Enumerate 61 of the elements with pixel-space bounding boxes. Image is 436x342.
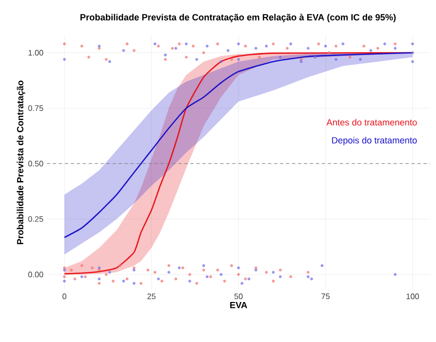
point [394, 46, 397, 50]
point [178, 266, 181, 270]
point [164, 54, 167, 56]
point [306, 46, 310, 50]
point [314, 56, 316, 59]
point [132, 268, 136, 272]
point [289, 42, 292, 46]
point [63, 280, 66, 283]
chart-title: Probabilidade Prevista de Contratação em Relação à EVA (com IC de 95%) [80, 14, 396, 22]
point [254, 268, 258, 272]
point [154, 42, 156, 46]
point [240, 282, 244, 285]
point [122, 49, 125, 52]
point [383, 42, 386, 46]
point [264, 44, 268, 48]
point [188, 280, 192, 283]
point [254, 46, 258, 50]
point [122, 280, 125, 283]
point [278, 56, 282, 59]
point [324, 44, 327, 48]
point [174, 46, 178, 50]
point [278, 275, 282, 278]
point [202, 264, 206, 268]
point [108, 270, 112, 274]
point [220, 273, 222, 276]
x-axis-title: EVA [230, 302, 248, 308]
point [157, 278, 160, 280]
point [248, 278, 250, 280]
text: Depois do tratamento [332, 136, 417, 146]
point [358, 58, 362, 61]
point [108, 60, 112, 63]
point [206, 44, 209, 48]
point [237, 42, 240, 46]
point [237, 266, 240, 270]
point [272, 270, 275, 274]
point [411, 51, 414, 54]
point [63, 268, 66, 272]
point [206, 275, 209, 278]
point [394, 273, 397, 276]
point [411, 60, 414, 63]
point [184, 42, 188, 46]
point [226, 49, 230, 52]
point [220, 60, 222, 63]
point [237, 58, 240, 61]
point [320, 264, 324, 268]
text: Antes do tratamenento [326, 118, 417, 126]
point [132, 282, 136, 285]
point [310, 278, 314, 280]
point [369, 49, 372, 52]
point [63, 58, 66, 61]
point [98, 266, 101, 270]
point [98, 278, 101, 280]
point [306, 275, 310, 278]
point [80, 275, 84, 278]
point [98, 44, 101, 48]
point [342, 42, 344, 46]
y-axis-title: Probabilidade Prevista de Contratação [16, 80, 26, 244]
point [411, 42, 414, 46]
point [167, 270, 170, 274]
point [195, 58, 198, 61]
point [334, 58, 338, 61]
